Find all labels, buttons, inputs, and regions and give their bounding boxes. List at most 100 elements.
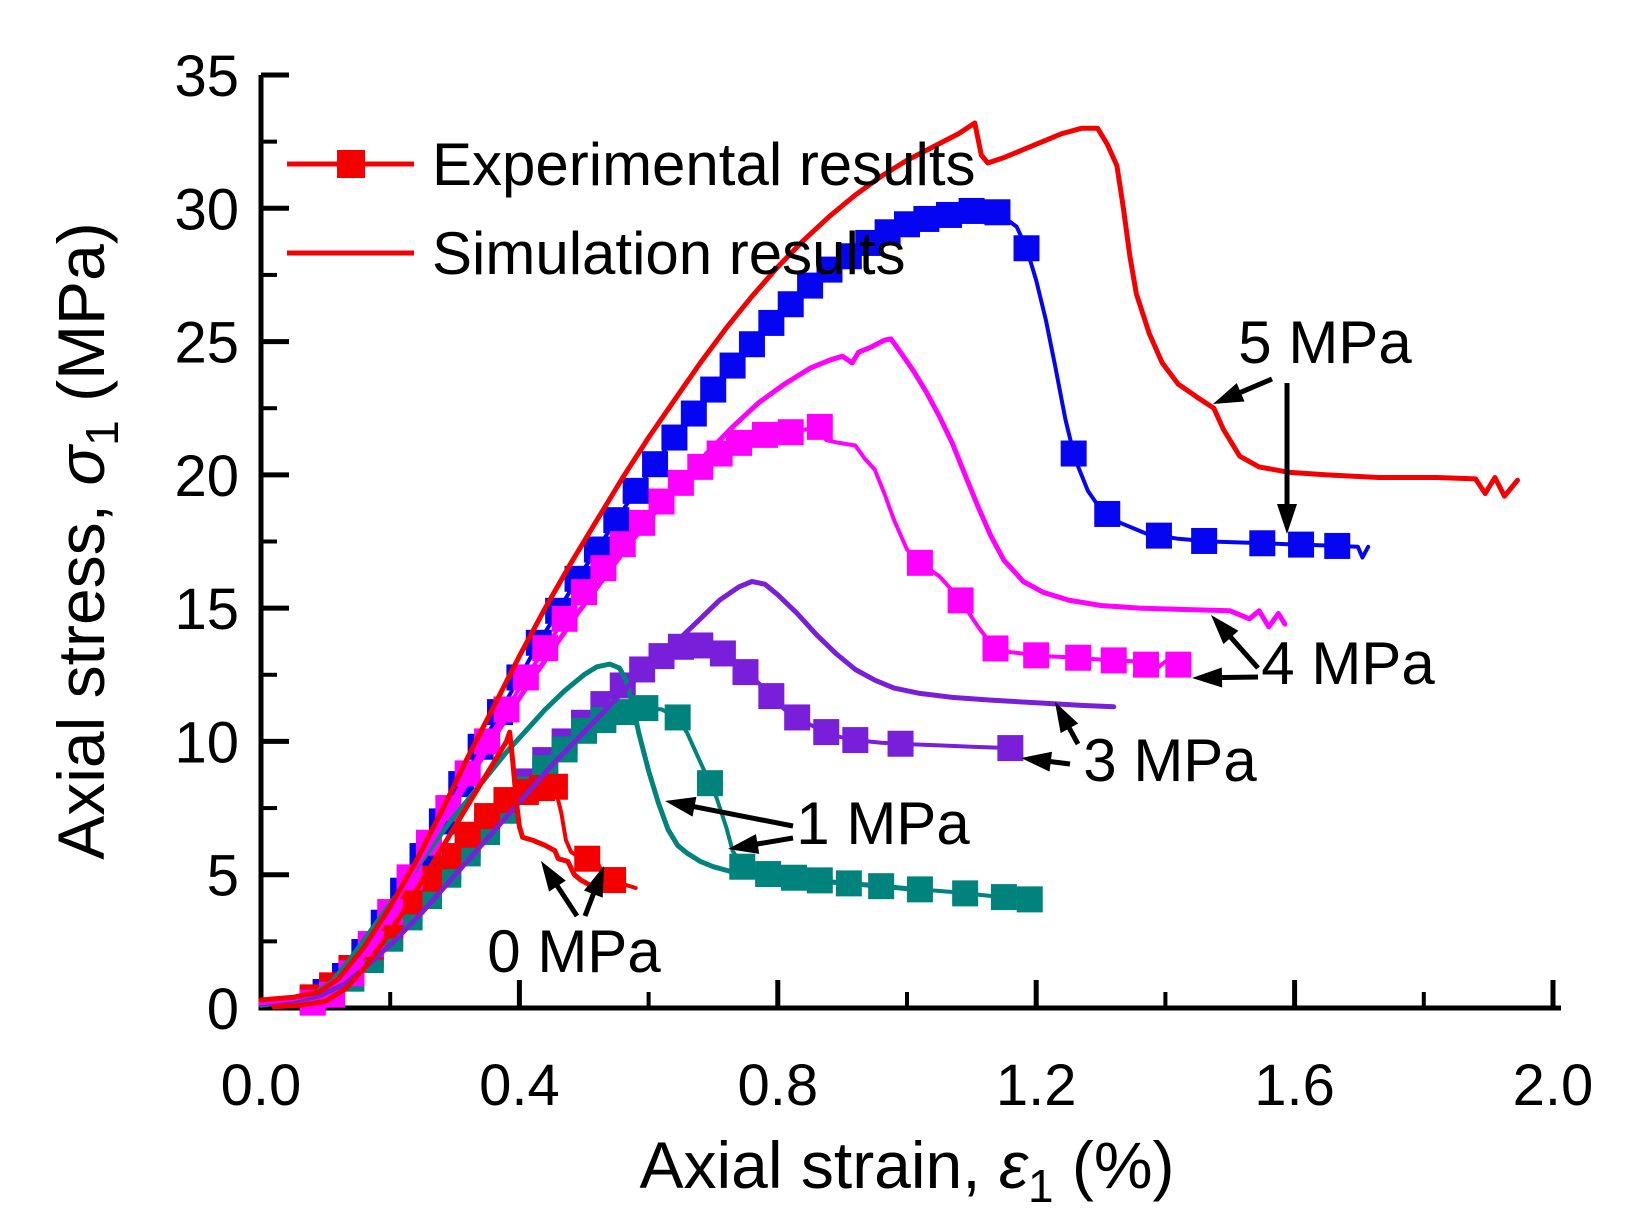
series-marker-exp-5mpa [603, 507, 630, 534]
series-marker-exp-5mpa [913, 205, 940, 232]
y-tick-label: 35 [174, 44, 239, 109]
annotation-label-5-mpa: 5 MPa [1238, 309, 1412, 376]
series-marker-exp-5mpa [1094, 500, 1121, 527]
series-marker-exp-5mpa [1145, 522, 1172, 549]
series-line-sim-4mpa [258, 336, 1288, 1006]
annotation-arrow-4-mpa-1-shaft [1215, 674, 1259, 681]
x-tick-label: 0.0 [221, 1053, 302, 1118]
axis-title-text: Axial stress, [44, 486, 118, 860]
x-axis-title: Axial strain, ε1 (%) [639, 1128, 1174, 1212]
annotation-arrow-4-mpa-0-shaft [1225, 631, 1260, 670]
legend-marker-sample [337, 150, 365, 178]
axis-title-text: Axial strain, [639, 1128, 998, 1202]
annotation-arrow-5-mpa-0-head [1213, 383, 1245, 404]
axis-title-symbol: σ [44, 444, 118, 486]
annotation-arrow-1-mpa-1-head [728, 834, 760, 854]
series-marker-exp-5mpa [1191, 527, 1218, 554]
annotation-arrow-5-mpa-0-shaft [1234, 376, 1273, 397]
series-marker-exp-5mpa [1060, 440, 1087, 467]
annotation-arrow-0-mpa-0-shaft [552, 879, 580, 918]
series-marker-exp-3mpa [887, 730, 914, 757]
annotation-arrow-1-mpa-1-shaft [751, 835, 794, 848]
series-marker-exp-3mpa [784, 704, 811, 731]
series-line-sim-3mpa [258, 579, 1117, 1007]
series-marker-exp-5mpa [1013, 235, 1040, 262]
x-tick-label: 0.4 [479, 1053, 560, 1118]
series-marker-exp-4mpa [1065, 644, 1092, 671]
series-marker-exp-4mpa [1023, 642, 1050, 669]
axis-title-subscript: 1 [76, 420, 128, 446]
series-line-sim-5mpa [258, 120, 1520, 1003]
y-tick-label: 25 [174, 311, 239, 376]
series-marker-exp-5mpa [1249, 530, 1276, 557]
y-axis-title: Axial stress, σ1 (MPa) [44, 222, 128, 860]
series-marker-exp-0mpa [541, 773, 568, 800]
annotation-arrow-0-mpa-0-head [541, 861, 566, 892]
series-marker-exp-5mpa [642, 451, 669, 478]
x-tick-label: 0.8 [737, 1053, 818, 1118]
axis-title-subscript: 1 [1028, 1160, 1054, 1212]
series-marker-exp-1mpa [1016, 886, 1043, 913]
series-marker-exp-3mpa [842, 727, 869, 754]
x-tick-label: 1.6 [1254, 1053, 1335, 1118]
y-tick-label: 10 [174, 710, 239, 775]
y-tick-label: 0 [207, 977, 239, 1042]
series-marker-exp-0mpa [600, 867, 627, 894]
series-marker-exp-1mpa [664, 704, 691, 731]
series-marker-exp-3mpa [997, 735, 1024, 762]
legend-item-label: Experimental results [432, 131, 976, 198]
axis-title-symbol: ε [999, 1128, 1029, 1202]
annotation-label-3-mpa: 3 MPa [1083, 727, 1257, 794]
series-marker-exp-1mpa [696, 770, 723, 797]
annotation-arrow-0-mpa-1-head [583, 866, 604, 898]
series-marker-exp-3mpa [813, 719, 840, 746]
axis-title-units: (%) [1054, 1128, 1175, 1202]
series-marker-exp-3mpa [687, 632, 714, 659]
legend-item-label: Simulation results [432, 220, 906, 287]
series-marker-exp-5mpa [1324, 532, 1351, 559]
annotation-arrow-1-mpa-0-shaft [688, 803, 794, 829]
series-marker-exp-4mpa [1165, 651, 1192, 678]
series-marker-exp-0mpa [574, 845, 601, 872]
annotation-arrow-4-mpa-1-head [1192, 667, 1223, 688]
annotation-label-4-mpa: 4 MPa [1261, 630, 1435, 697]
series-marker-exp-5mpa [958, 197, 985, 224]
series-marker-exp-4mpa [1100, 647, 1127, 674]
series-line-sim-0mpa [271, 729, 593, 1010]
annotation-arrow-4-mpa-0-head [1211, 615, 1239, 645]
y-tick-label: 15 [174, 577, 239, 642]
axis-title-units: (MPa) [44, 222, 118, 420]
series-marker-exp-4mpa [982, 635, 1009, 662]
annotation-label-0-mpa: 0 MPa [487, 918, 661, 985]
y-tick-label: 5 [207, 844, 239, 909]
annotation-arrow-1-mpa-0-head [665, 796, 697, 817]
x-tick-label: 2.0 [1513, 1053, 1594, 1118]
series-marker-exp-5mpa [700, 376, 727, 403]
annotation-arrow-3-mpa-1-head [1021, 751, 1052, 772]
series-marker-exp-5mpa [984, 199, 1011, 226]
series-marker-exp-4mpa [751, 421, 778, 448]
annotation-arrow-3-mpa-0-head [1055, 702, 1079, 734]
series-marker-exp-4mpa [906, 549, 933, 576]
annotation-arrow-5-mpa-1-head [1277, 504, 1297, 534]
y-tick-label: 20 [174, 444, 239, 509]
series-marker-exp-5mpa [935, 201, 962, 228]
y-tick-label: 30 [174, 177, 239, 242]
series-marker-exp-5mpa [622, 477, 649, 504]
series-marker-exp-1mpa [990, 884, 1017, 911]
series-marker-exp-4mpa [806, 413, 833, 440]
series-marker-exp-3mpa [732, 659, 759, 686]
series-marker-exp-3mpa [709, 640, 736, 667]
series-marker-exp-5mpa [661, 424, 688, 451]
x-tick-label: 1.2 [996, 1053, 1077, 1118]
annotation-label-1-mpa: 1 MPa [796, 790, 970, 857]
series-marker-exp-4mpa [726, 429, 753, 456]
series-marker-exp-5mpa [680, 400, 707, 427]
series-marker-exp-3mpa [758, 683, 785, 710]
series-marker-exp-1mpa [952, 880, 979, 907]
series-marker-exp-4mpa [777, 419, 804, 446]
series-marker-exp-5mpa [1288, 531, 1315, 558]
series-marker-exp-4mpa [1133, 651, 1160, 678]
